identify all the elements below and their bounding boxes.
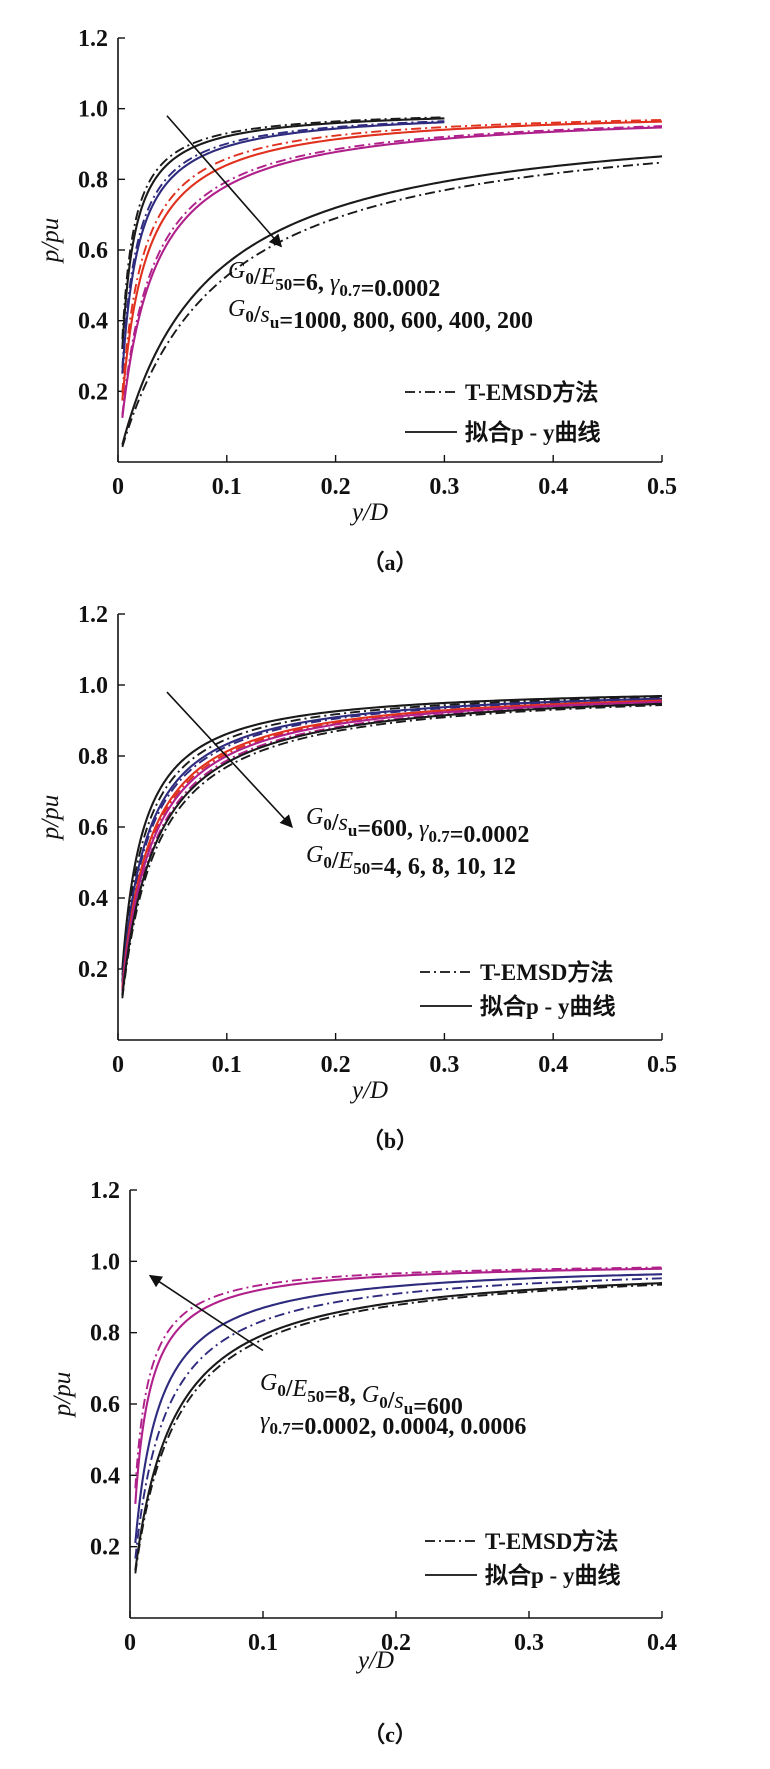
x-tick-label: 0 [124, 1630, 136, 1656]
x-axis-label: y/D [349, 499, 388, 526]
annotation-text: G0/E50=8, G0/su=600 [260, 1370, 463, 1420]
series-emsd-line [121, 704, 663, 999]
y-tick-label: 0.2 [78, 957, 108, 983]
y-tick-label: 0.4 [78, 886, 108, 912]
series-fit-line [121, 694, 663, 970]
y-tick-label: 0.2 [78, 379, 108, 405]
series-fit-line [134, 1273, 663, 1544]
x-tick-label: 0.3 [429, 474, 459, 500]
x-tick-label: 0.2 [321, 1052, 351, 1078]
series-emsd-line [134, 1266, 663, 1489]
y-axis-label: p/pu [37, 795, 64, 841]
legend-dashdot-label: T-EMSD方法 [465, 379, 598, 405]
annotation-text: G0/su=1000, 800, 600, 400, 200 [228, 296, 533, 334]
y-axis-label: p/pu [37, 218, 64, 264]
x-tick-label: 0.1 [212, 474, 242, 500]
legend-dashdot-label: T-EMSD方法 [485, 1528, 618, 1554]
series-fit-line [121, 126, 663, 418]
x-tick-label: 0.3 [514, 1630, 544, 1656]
trend-arrow [166, 691, 293, 828]
series-emsd-line [121, 119, 663, 394]
panel-c: 0 0.1 0.2 0.3 0.4 0.2 0.4 0.6 0.8 1.0 1.2 y/D p/pu （c… [49, 1178, 677, 1747]
y-tick-label: 0.8 [78, 744, 108, 770]
legend-dashdot-label: T-EMSD方法 [480, 959, 613, 985]
series-emsd-line [121, 702, 663, 995]
y-tick-label: 0.6 [90, 1392, 120, 1418]
x-tick-label: 0.1 [212, 1052, 242, 1078]
x-tick-label: 0.4 [538, 1052, 568, 1078]
trend-arrow [148, 1274, 264, 1352]
y-tick-label: 0.8 [90, 1321, 120, 1347]
y-tick-label: 0.6 [78, 815, 108, 841]
series-fit-line [121, 117, 445, 349]
series-fit-line [134, 1267, 663, 1504]
y-tick-label: 1.2 [78, 26, 108, 52]
x-tick-label: 0.1 [248, 1630, 278, 1656]
x-axis-label: y/D [349, 1077, 388, 1104]
series-emsd-line [121, 696, 663, 976]
x-tick-label: 0 [112, 1052, 124, 1078]
x-tick-label: 0.2 [381, 1630, 411, 1656]
panel-b: 0 0.1 0.2 0.3 0.4 0.5 0.2 0.4 0.6 0.8 1.0 1.2 y/D p/p… [37, 602, 677, 1153]
x-tick-label: 0.5 [647, 1052, 677, 1078]
legend-solid-label: 拟合p - y曲线 [480, 993, 615, 1019]
series-emsd-line [134, 1283, 663, 1574]
panel-label: （c） [363, 1722, 417, 1747]
y-tick-label: 0.2 [90, 1535, 120, 1561]
series-fit-line [121, 121, 445, 374]
y-tick-label: 1.0 [78, 97, 108, 123]
annotation-text: G0/su=600, γ0.7=0.0002 [306, 804, 529, 848]
y-tick-label: 0.8 [78, 167, 108, 193]
trend-arrow [166, 115, 283, 248]
legend-solid-label: 拟合p - y曲线 [485, 1562, 620, 1588]
x-tick-label: 0 [112, 474, 124, 500]
y-axis-label: p/pu [49, 1372, 76, 1418]
legend-solid-label: 拟合p - y曲线 [465, 419, 600, 445]
series-fit-line [121, 702, 663, 996]
y-tick-label: 1.2 [90, 1178, 120, 1204]
y-tick-label: 1.0 [90, 1249, 120, 1275]
series-fit-line [134, 1282, 663, 1571]
panel-a: 0 0.1 0.2 0.3 0.4 0.5 0.2 0.4 0.6 0.8 1.0 1.2 y/D p/p… [37, 26, 677, 575]
series-emsd-line [121, 125, 663, 415]
series-emsd-line [134, 1277, 663, 1559]
series-fit-line [121, 697, 663, 981]
y-tick-label: 0.4 [78, 309, 108, 335]
x-axis-label: y/D [355, 1647, 394, 1674]
panel-label: （b） [362, 1128, 418, 1153]
y-tick-label: 0.4 [90, 1463, 120, 1489]
y-tick-label: 0.6 [78, 238, 108, 264]
series-fit-line [121, 699, 663, 988]
annotation-text: G0/E50=4, 6, 8, 10, 12 [306, 842, 516, 880]
series-fit-line [121, 120, 663, 401]
annotation-text: G0/E50=6, γ0.7=0.0002 [228, 258, 440, 302]
panel-label: （a） [362, 550, 417, 575]
series-emsd-line [121, 161, 663, 448]
x-tick-label: 0.5 [647, 474, 677, 500]
y-tick-label: 1.2 [78, 602, 108, 628]
x-tick-label: 0.4 [647, 1630, 677, 1656]
series-fit-line [121, 700, 663, 992]
series-emsd-line [121, 120, 445, 368]
x-tick-label: 0.2 [321, 474, 351, 500]
annotation-text: γ0.7=0.0002, 0.0004, 0.0006 [260, 1408, 526, 1440]
x-tick-label: 0.3 [429, 1052, 459, 1078]
series-fit-line [121, 155, 663, 446]
x-tick-label: 0.4 [538, 474, 568, 500]
y-tick-label: 1.0 [78, 673, 108, 699]
